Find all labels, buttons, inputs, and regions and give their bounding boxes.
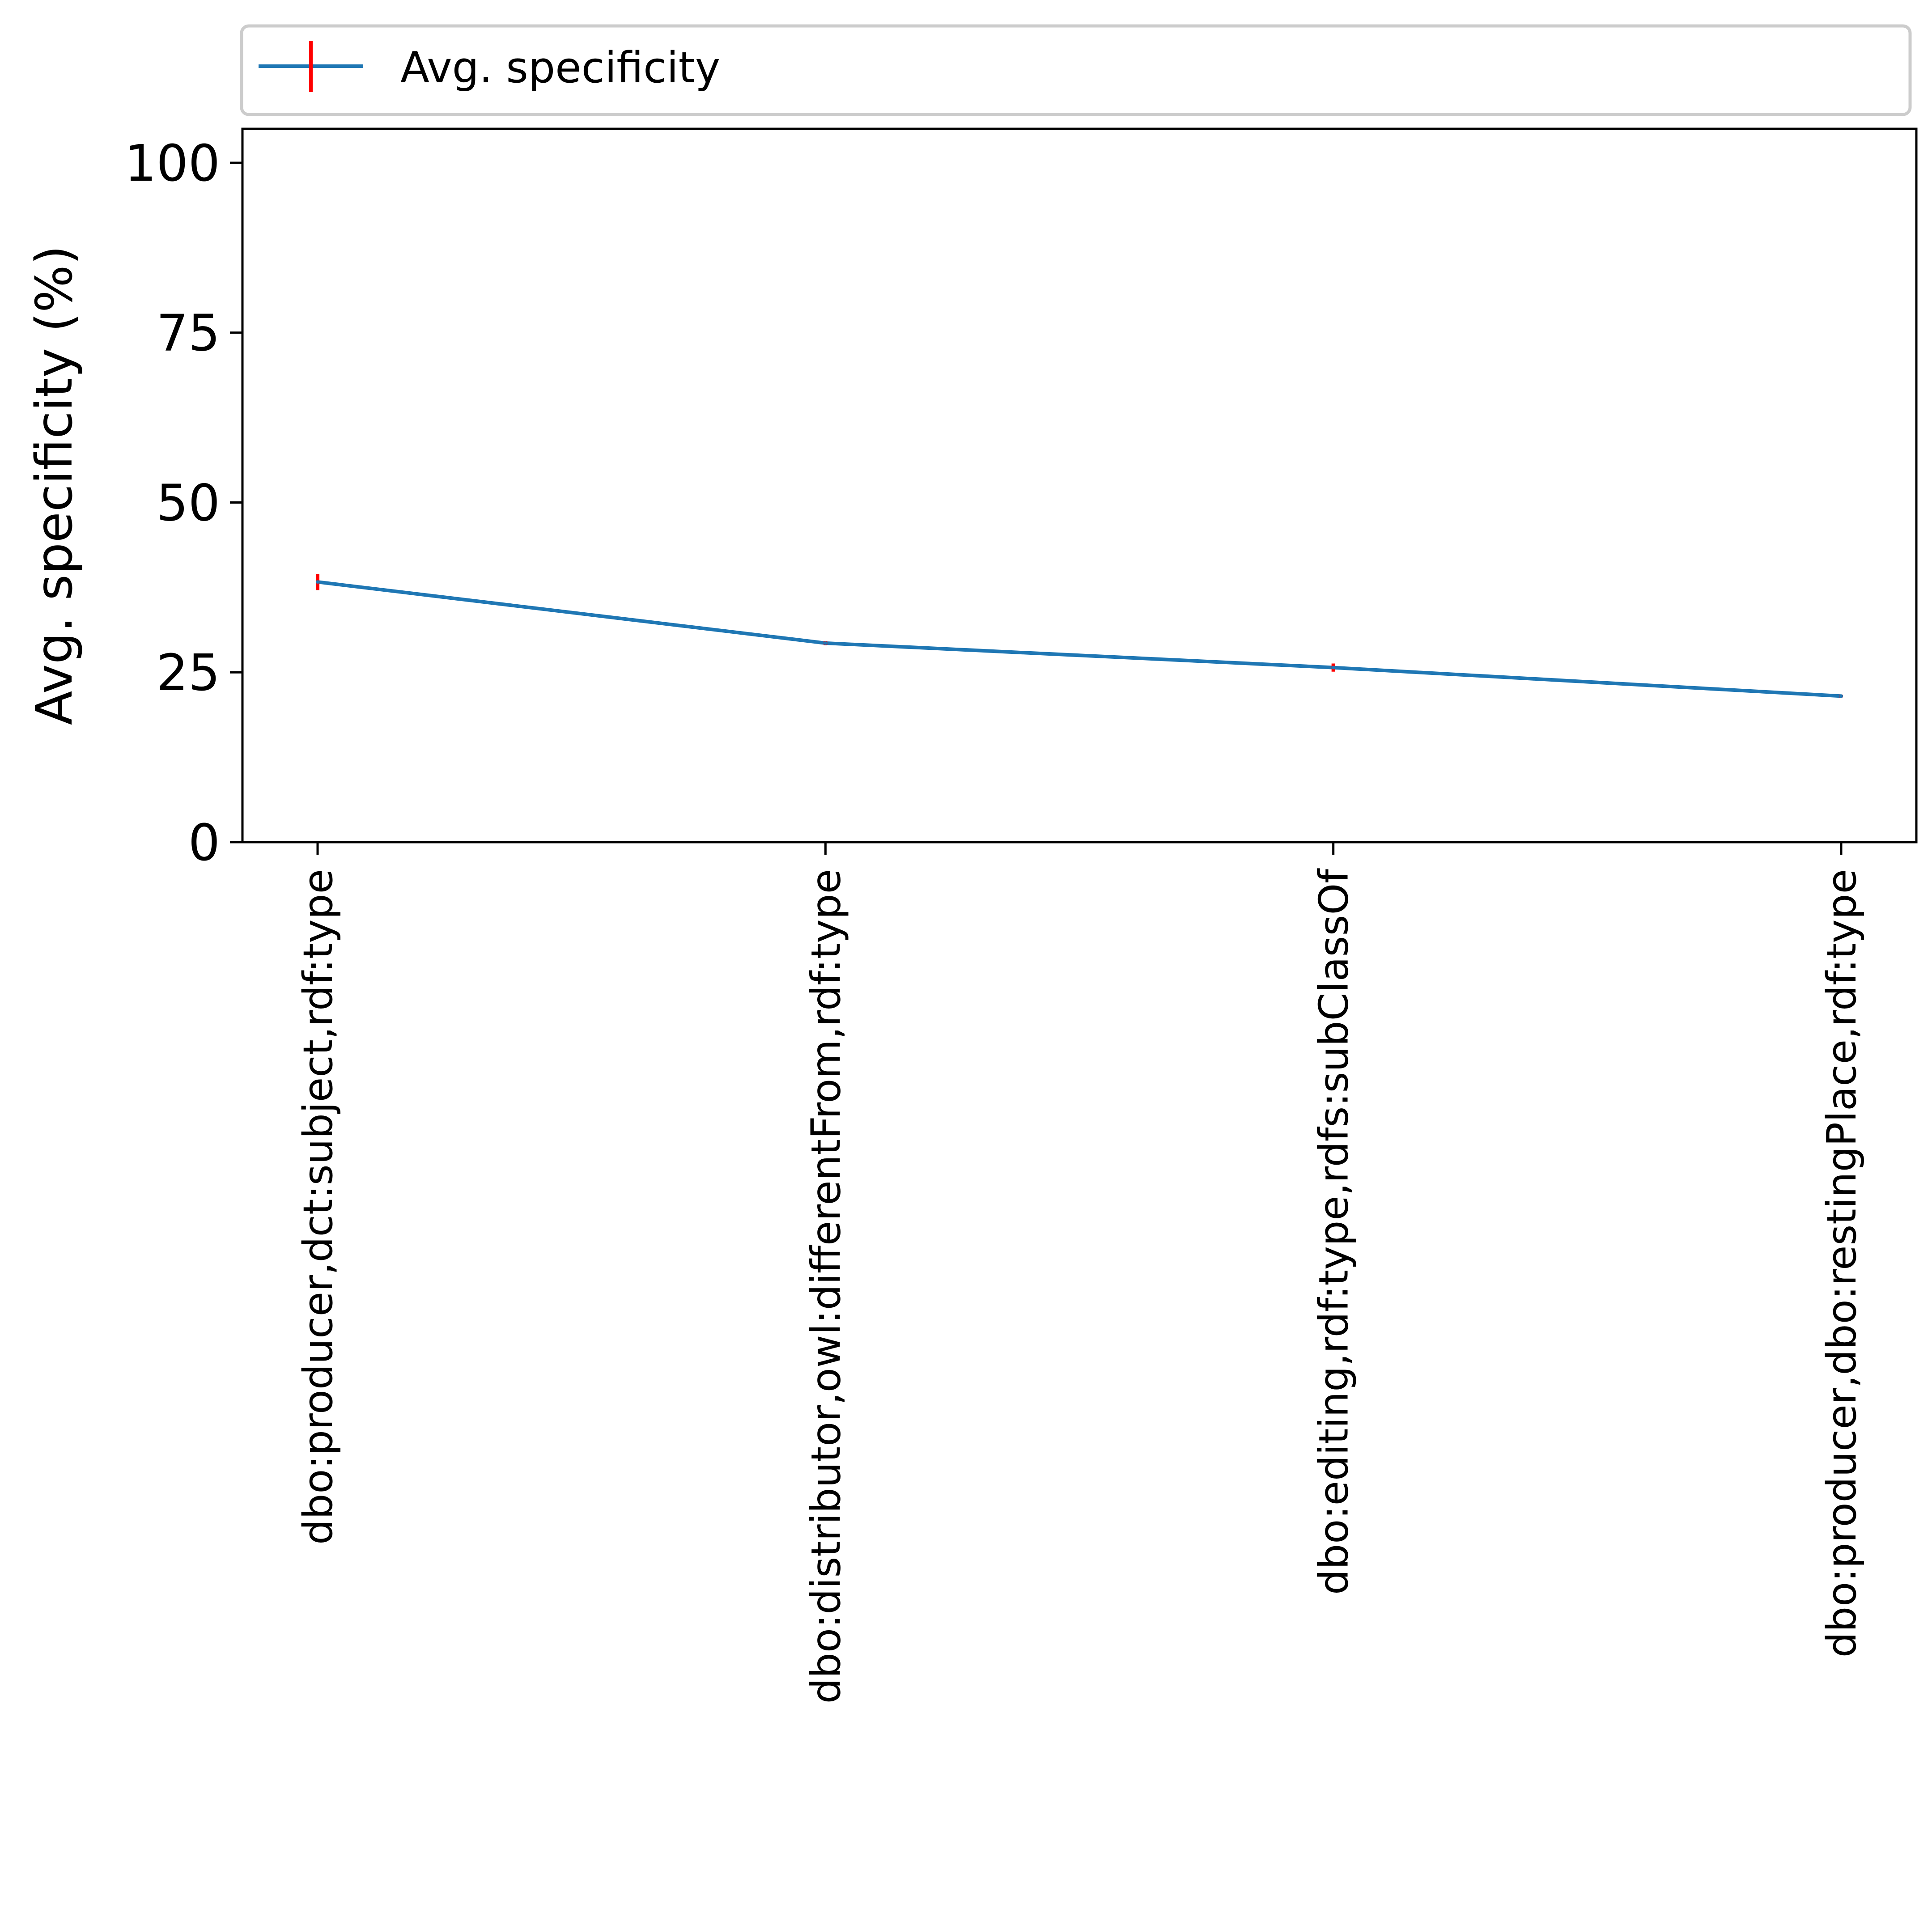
x-tick-label: dbo:editing,rdf:type,rdfs:subClassOf: [1311, 868, 1358, 1595]
x-tick-label: dbo:producer,dct:subject,rdf:type: [295, 869, 342, 1545]
data-point: [1839, 694, 1843, 698]
y-tick-label: 25: [156, 644, 220, 702]
data-point: [1331, 666, 1335, 670]
data-point: [824, 641, 828, 645]
x-tick-label: dbo:producer,dbo:restingPlace,rdf:type: [1818, 869, 1865, 1658]
y-axis: 0 25 50 75 100 Avg. specificity (%): [25, 135, 242, 872]
y-ticks: 0 25 50 75 100: [124, 135, 242, 872]
data-point: [316, 580, 319, 584]
x-tick-label: dbo:distributor,owl:differentFrom,rdf:ty…: [803, 869, 849, 1704]
y-axis-title: Avg. specificity (%): [25, 246, 84, 725]
series-line: [317, 580, 1842, 698]
series-group: [316, 573, 1843, 698]
y-tick-label: 50: [156, 474, 220, 532]
plot-frame: [241, 127, 1918, 844]
x-axis: dbo:producer,dct:subject,rdf:type dbo:dis…: [295, 842, 1865, 1704]
y-tick-label: 100: [124, 135, 220, 193]
legend-label: Avg. specificity: [400, 43, 720, 93]
y-tick-label: 75: [156, 305, 220, 363]
y-tick-label: 0: [188, 814, 220, 872]
legend: Avg. specificity: [240, 24, 1912, 116]
legend-frame: [240, 24, 1912, 116]
